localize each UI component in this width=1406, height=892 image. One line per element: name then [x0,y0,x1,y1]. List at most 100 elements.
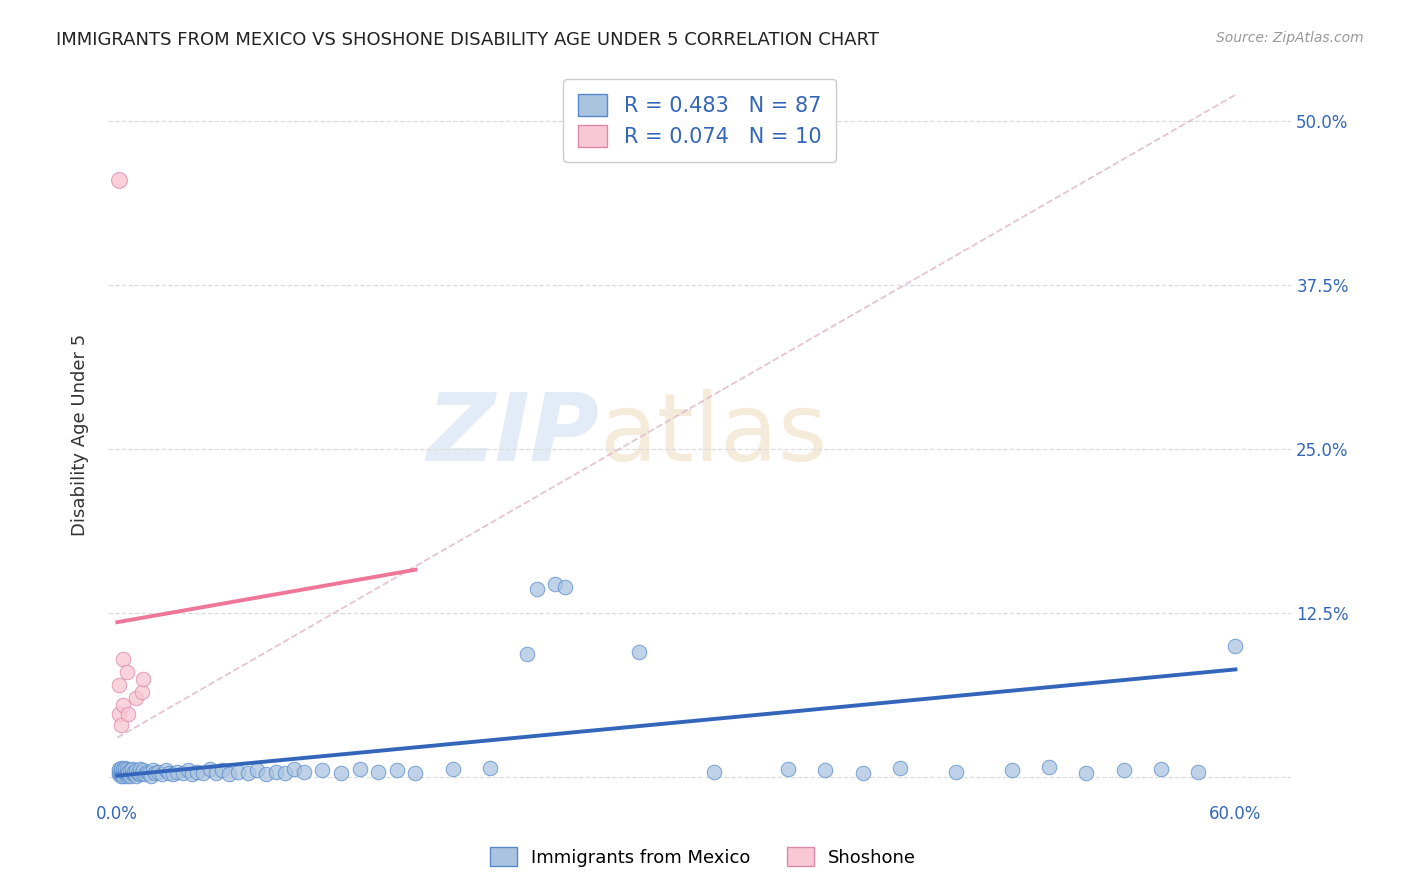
Point [108,706,131,721]
Point [150,767,173,781]
Point [117,706,139,721]
Point [122,764,145,779]
Point [211,764,233,778]
Point [148,764,170,779]
Point [132,764,155,778]
Point [115,665,138,679]
Point [292,764,315,779]
Point [125,764,148,778]
Point [228,764,250,779]
Legend: Immigrants from Mexico, Shoshone: Immigrants from Mexico, Shoshone [482,840,924,874]
Point [166,764,188,779]
Point [115,762,138,776]
Point [111,698,134,712]
Text: Source: ZipAtlas.com: Source: ZipAtlas.com [1216,31,1364,45]
Point [110,761,132,775]
Point [139,769,162,783]
Point [127,766,149,780]
Point [121,766,143,780]
Point [329,766,352,780]
Point [142,764,165,778]
Text: IMMIGRANTS FROM MEXICO VS SHOSHONE DISABILITY AGE UNDER 5 CORRELATION CHART: IMMIGRANTS FROM MEXICO VS SHOSHONE DISAB… [56,31,879,49]
Point [114,764,136,778]
Point [367,764,389,779]
Point [108,764,131,779]
Point [108,678,131,692]
Point [889,761,911,775]
Point [121,762,143,776]
Point [200,762,222,776]
Point [191,766,214,780]
Point [111,769,134,783]
Point [131,766,153,780]
Point [218,767,240,781]
Point [122,767,145,781]
Point [441,762,464,776]
Point [111,767,134,781]
Point [138,766,160,780]
Point [108,767,131,781]
Point [180,767,202,781]
Point [1112,764,1135,778]
Point [264,764,287,779]
Point [117,767,139,781]
Point [132,672,155,686]
Point [115,769,138,783]
Point [1225,639,1247,653]
Point [108,762,131,776]
Point [120,769,142,783]
Point [526,582,548,597]
Point [554,580,576,594]
Point [814,764,837,778]
Point [945,764,967,779]
Point [778,762,800,776]
Point [283,762,305,776]
Point [186,764,208,779]
Point [516,647,538,661]
Point [136,764,159,779]
Y-axis label: Disability Age Under 5: Disability Age Under 5 [72,334,89,536]
Point [110,766,132,780]
Text: atlas: atlas [599,389,827,481]
Point [128,767,150,781]
Point [349,762,371,776]
Point [155,764,177,778]
Point [852,766,875,780]
Point [134,767,156,781]
Point [1038,759,1060,773]
Point [254,767,277,781]
Point [114,761,136,775]
Point [111,764,134,779]
Point [385,764,408,778]
Point [108,173,131,187]
Point [115,766,138,780]
Point [159,766,181,780]
Point [311,764,333,778]
Point [1001,764,1024,778]
Point [236,766,259,780]
Point [1076,766,1098,780]
Point [274,766,297,780]
Point [111,652,134,666]
Point [120,764,142,778]
Point [205,766,228,780]
Point [162,767,184,781]
Point [125,691,148,706]
Point [111,762,134,776]
Point [177,764,200,778]
Point [131,684,153,698]
Point [125,769,148,783]
Point [1187,764,1209,779]
Legend: R = 0.483   N = 87, R = 0.074   N = 10: R = 0.483 N = 87, R = 0.074 N = 10 [564,78,837,161]
Point [703,764,725,779]
Point [628,645,651,659]
Point [246,764,269,778]
Point [1150,762,1173,776]
Point [110,769,132,783]
Point [128,762,150,776]
Point [114,766,136,780]
Text: ZIP: ZIP [426,389,599,481]
Point [405,766,427,780]
Point [110,717,132,731]
Point [143,766,166,780]
